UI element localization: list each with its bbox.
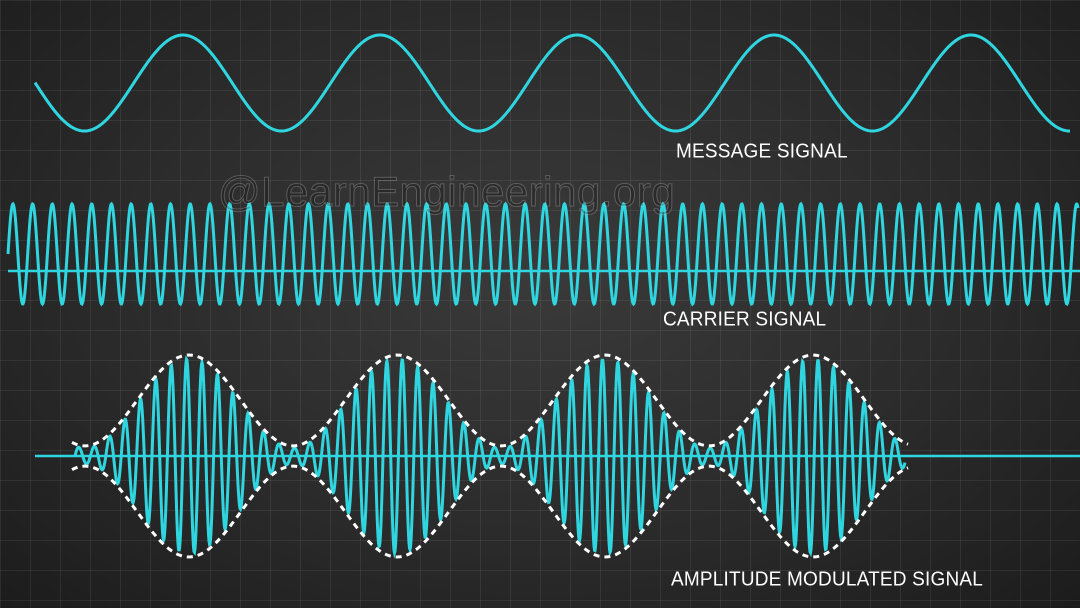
watermark: @LearnEngineering.org <box>217 168 676 216</box>
am-signal-wave <box>73 355 907 559</box>
carrier-signal-wave <box>6 201 1080 307</box>
message-signal-label: MESSAGE SIGNAL <box>676 140 848 163</box>
message-signal-wave <box>33 33 1070 133</box>
lower-envelope <box>71 464 909 559</box>
am-signal-label: AMPLITUDE MODULATED SIGNAL <box>671 568 984 591</box>
carrier-signal-label: CARRIER SIGNAL <box>663 308 827 331</box>
upper-envelope <box>71 353 909 448</box>
